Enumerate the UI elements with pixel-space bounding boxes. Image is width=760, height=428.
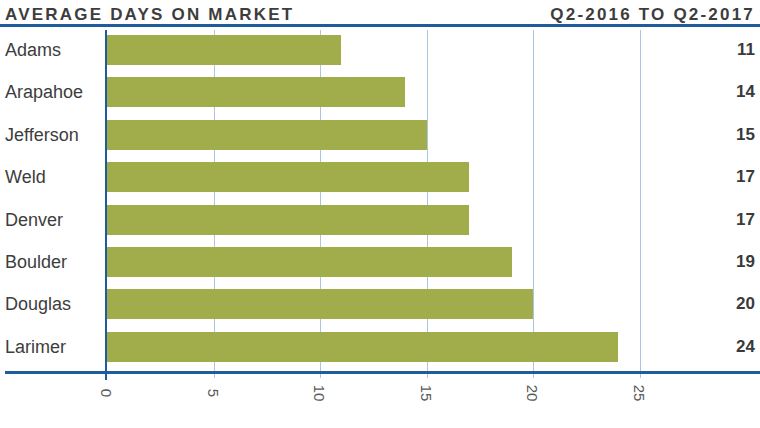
chart-row: Larimer 24: [0, 327, 760, 368]
chart-row: Jefferson 15: [0, 115, 760, 156]
x-tick-label: 15: [419, 376, 435, 410]
category-label: Larimer: [5, 332, 66, 362]
bar: [107, 35, 341, 65]
value-label: 17: [736, 162, 755, 192]
bar: [107, 332, 618, 362]
bar: [107, 205, 469, 235]
bar: [107, 162, 469, 192]
x-tick-label: 10: [312, 376, 328, 410]
value-label: 24: [736, 332, 755, 362]
category-label: Weld: [5, 162, 46, 192]
x-tick-label: 20: [525, 376, 541, 410]
category-label: Denver: [5, 205, 63, 235]
x-tick-label: 25: [632, 376, 648, 410]
value-label: 19: [736, 247, 755, 277]
chart-row: Douglas 20: [0, 284, 760, 325]
x-tick-label: 0: [99, 376, 115, 410]
bar: [107, 289, 533, 319]
plot-area: 0 5 10 15 20 25 Adams 11 Arapahoe 14 Jefferso…: [0, 30, 760, 428]
chart-title: AVERAGE DAYS ON MARKET: [5, 5, 294, 25]
y-axis-line: [105, 30, 107, 380]
x-tick-label: 5: [206, 376, 222, 410]
category-label: Jefferson: [5, 120, 79, 150]
value-label: 15: [736, 120, 755, 150]
x-axis-line: [5, 371, 760, 374]
bar: [107, 77, 405, 107]
category-label: Boulder: [5, 247, 67, 277]
bar: [107, 247, 512, 277]
category-label: Adams: [5, 35, 61, 65]
chart-row: Arapahoe 14: [0, 72, 760, 113]
chart-row: Adams 11: [0, 30, 760, 71]
bar: [107, 120, 427, 150]
value-label: 11: [737, 35, 755, 65]
value-label: 17: [736, 205, 755, 235]
category-label: Douglas: [5, 289, 71, 319]
value-label: 14: [736, 77, 755, 107]
chart-row: Boulder 19: [0, 242, 760, 283]
chart-row: Denver 17: [0, 200, 760, 241]
chart-row: Weld 17: [0, 157, 760, 198]
bar-chart: AVERAGE DAYS ON MARKET Q2-2016 TO Q2-201…: [0, 0, 760, 428]
category-label: Arapahoe: [5, 77, 83, 107]
chart-header: AVERAGE DAYS ON MARKET Q2-2016 TO Q2-201…: [0, 0, 760, 27]
chart-period: Q2-2016 TO Q2-2017: [550, 5, 755, 25]
value-label: 20: [736, 289, 755, 319]
